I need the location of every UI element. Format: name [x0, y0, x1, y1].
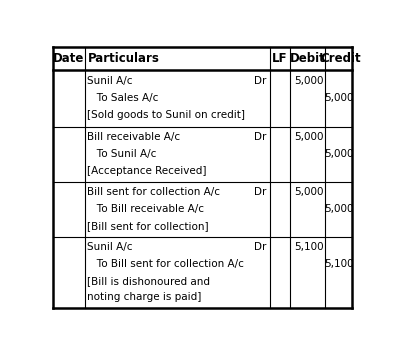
Text: To Bill receivable A/c: To Bill receivable A/c — [87, 204, 204, 214]
Text: 5,100: 5,100 — [294, 243, 324, 252]
Text: Dr: Dr — [254, 76, 267, 86]
Text: LF: LF — [272, 52, 288, 65]
Text: Date: Date — [53, 52, 85, 65]
Text: Particulars: Particulars — [88, 52, 160, 65]
Text: [Bill sent for collection]: [Bill sent for collection] — [87, 221, 209, 231]
Text: Sunil A/c: Sunil A/c — [87, 76, 133, 86]
Text: Dr: Dr — [254, 187, 267, 198]
Text: 5,100: 5,100 — [324, 259, 354, 269]
Text: noting charge is paid]: noting charge is paid] — [87, 292, 201, 302]
Text: Credit: Credit — [320, 52, 361, 65]
Text: 5,000: 5,000 — [324, 93, 354, 103]
Text: To Bill sent for collection A/c: To Bill sent for collection A/c — [87, 259, 244, 269]
Text: 5,000: 5,000 — [324, 204, 354, 214]
Text: Bill receivable A/c: Bill receivable A/c — [87, 132, 180, 142]
Text: 5,000: 5,000 — [294, 76, 324, 86]
Text: Bill sent for collection A/c: Bill sent for collection A/c — [87, 187, 220, 198]
Text: [Sold goods to Sunil on credit]: [Sold goods to Sunil on credit] — [87, 110, 245, 120]
Text: 5,000: 5,000 — [324, 149, 354, 159]
Text: 5,000: 5,000 — [294, 187, 324, 198]
Text: Dr: Dr — [254, 132, 267, 142]
Text: [Bill is dishonoured and: [Bill is dishonoured and — [87, 276, 210, 285]
Text: To Sales A/c: To Sales A/c — [87, 93, 158, 103]
Text: To Sunil A/c: To Sunil A/c — [87, 149, 156, 159]
Text: Debit: Debit — [290, 52, 325, 65]
Text: [Acceptance Received]: [Acceptance Received] — [87, 166, 207, 176]
Text: 5,000: 5,000 — [294, 132, 324, 142]
Text: Dr: Dr — [254, 243, 267, 252]
Text: Sunil A/c: Sunil A/c — [87, 243, 133, 252]
